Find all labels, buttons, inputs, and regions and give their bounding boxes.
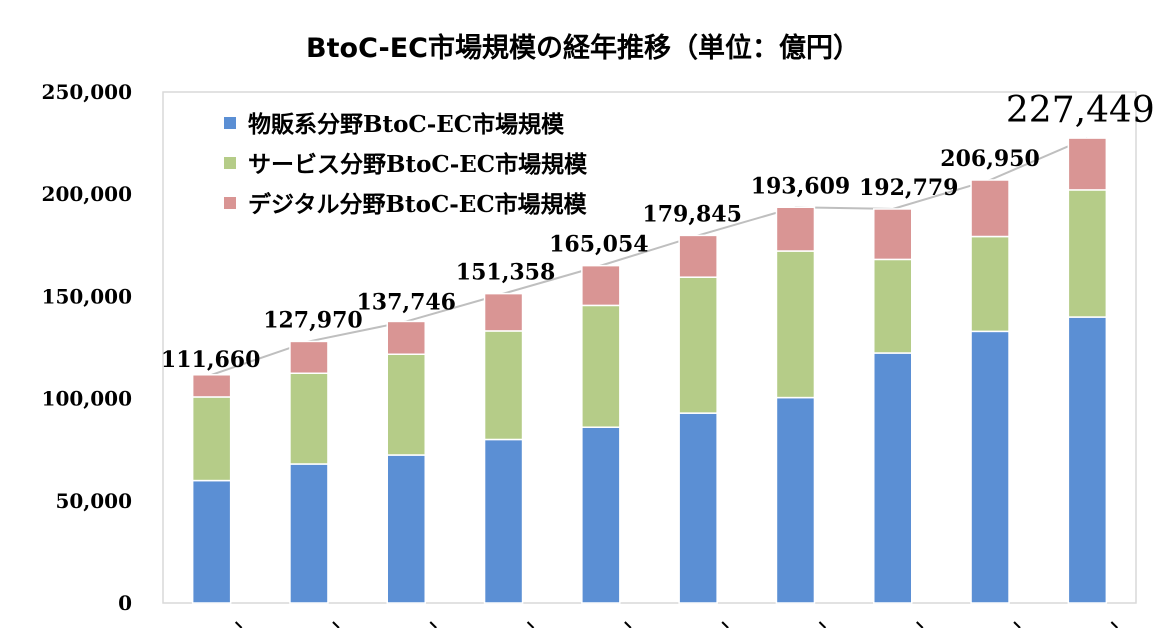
total-label: 151,358 [456,260,556,286]
bar-segment-1 [191,479,232,604]
bar-segment-1 [775,396,816,604]
x-tick-mark [818,621,827,628]
x-tick-mark [624,621,632,628]
total-label: 137,746 [356,289,456,315]
bar-segment-2 [191,396,232,482]
y-axis: 0 50,000 100,000 150,000 200,000 250,000 [42,80,132,615]
total-label: 193,609 [751,173,851,199]
total-label: 227,449 [1006,90,1155,131]
legend-swatch [224,117,236,129]
total-label: 179,845 [642,201,742,227]
total-label: 111,660 [161,347,261,373]
x-tick-mark [916,621,924,628]
chart-title: BtoC-EC市場規模の経年推移（単位：億円） [306,32,860,64]
bar-segment-2 [775,250,816,399]
x-tick-mark [526,621,535,628]
bar-segment-1 [873,352,913,604]
bar-segment-2 [1067,189,1108,318]
bar-segment-3 [678,234,718,278]
bar-segment-3 [581,264,621,307]
bar-segment-1 [970,330,1010,604]
x-tick-mark [429,621,437,628]
total-label: 192,779 [859,175,959,201]
bars [191,137,1108,604]
legend: 物販系分野BtoC-EC市場規模サービス分野BtoC-EC市場規模デジタル分野B… [224,111,588,218]
legend-swatch [224,197,236,209]
y-tick-label: 150,000 [42,284,132,308]
y-tick-label: 50,000 [55,489,132,513]
x-axis [234,621,1119,628]
total-line-path [211,137,1088,376]
total-label: 206,950 [940,146,1040,172]
x-tick-mark [1110,621,1119,628]
bar-segment-1 [386,454,426,604]
x-tick-mark [234,621,243,628]
bar-segment-2 [289,372,329,465]
bar-segment-2 [581,304,621,428]
bar-segment-1 [1067,316,1108,604]
bar-segment-1 [678,412,718,604]
bar-segment-3 [191,374,232,398]
legend-swatch [224,157,236,169]
bar-segment-2 [386,353,426,456]
legend-label: サービス分野BtoC-EC市場規模 [248,151,588,178]
y-tick-label: 100,000 [42,387,132,411]
x-tick-mark [332,621,340,628]
bar-segment-2 [970,235,1010,333]
bar-segment-1 [581,426,621,604]
bar-segment-3 [386,320,426,355]
legend-label: 物販系分野BtoC-EC市場規模 [248,111,565,138]
bar-segment-3 [289,340,329,375]
bar-segment-3 [483,292,524,332]
bar-segment-1 [483,438,524,604]
bar-segment-2 [873,258,913,354]
bar-segment-3 [873,208,913,261]
x-tick-mark [1013,621,1021,628]
total-label: 165,054 [549,232,649,258]
y-tick-label: 250,000 [42,80,132,104]
bar-segment-2 [678,276,718,414]
bar-segment-3 [1067,137,1108,191]
bar-segment-1 [289,463,329,604]
y-tick-label: 200,000 [42,182,132,206]
bar-segment-3 [970,179,1010,238]
bar-segment-2 [483,330,524,441]
total-line [211,137,1088,376]
x-tick-mark [721,621,729,628]
y-tick-label: 0 [118,591,132,615]
plot-area [162,91,1137,604]
total-label: 127,970 [263,307,363,333]
bar-segment-3 [775,206,816,252]
legend-label: デジタル分野BtoC-EC市場規模 [248,191,588,218]
